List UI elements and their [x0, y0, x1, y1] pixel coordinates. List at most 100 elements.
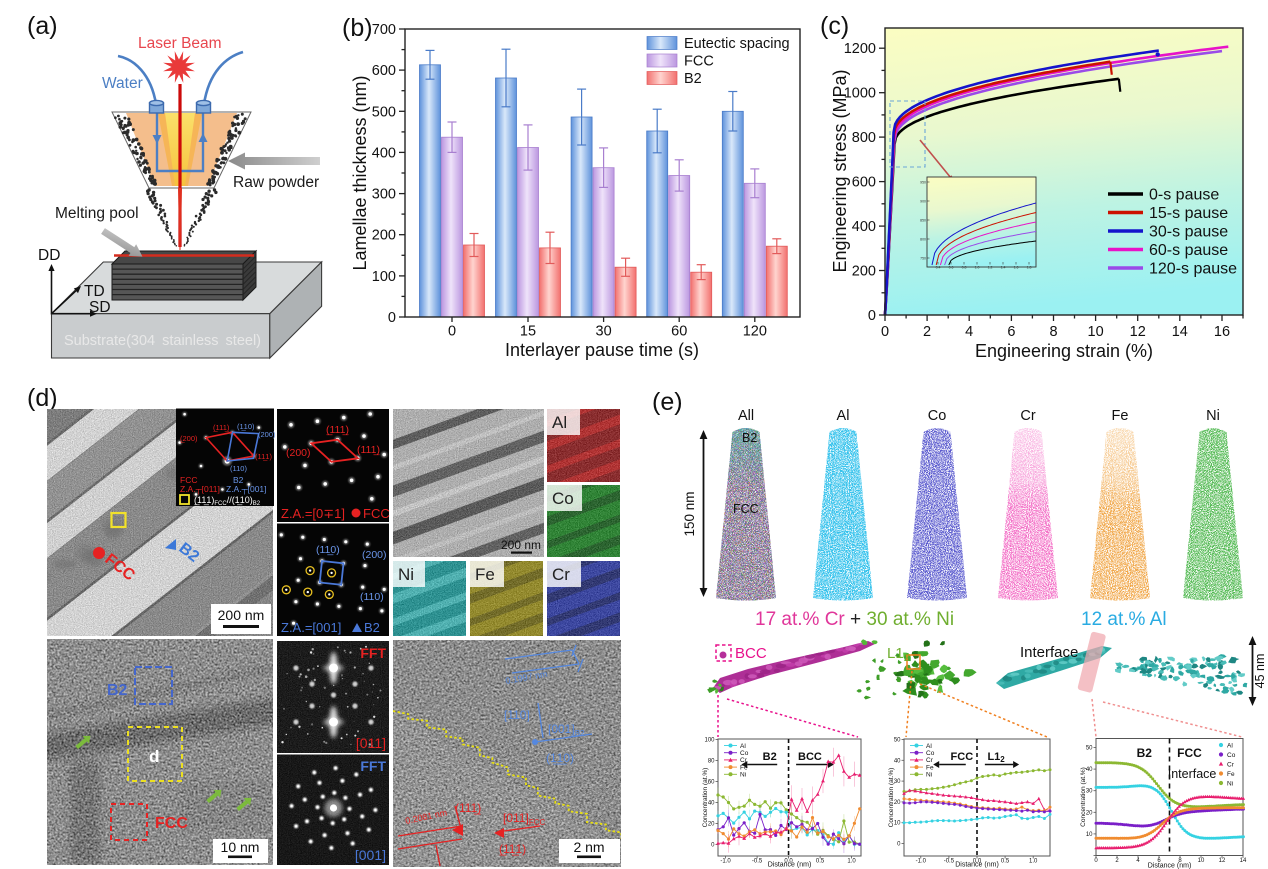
- svg-text:Cr: Cr: [552, 565, 570, 584]
- svg-text:(a): (a): [27, 12, 58, 40]
- svg-text:-1.0: -1.0: [720, 859, 731, 865]
- svg-text:Interlayer pause time (s): Interlayer pause time (s): [505, 340, 699, 360]
- svg-text:B2: B2: [1137, 746, 1153, 760]
- svg-text:[110]: [110]: [504, 708, 530, 722]
- svg-text:Distance (nm): Distance (nm): [955, 862, 999, 869]
- svg-text:10 nm: 10 nm: [221, 839, 260, 855]
- svg-text:B2: B2: [763, 751, 777, 763]
- svg-text:Cr: Cr: [1020, 408, 1035, 424]
- svg-text:Al: Al: [552, 413, 567, 432]
- svg-text:4: 4: [965, 324, 973, 340]
- svg-text:(̲11̲1)FCC//(1̲10)B2: (̲11̲1)FCC//(1̲10)B2: [194, 495, 261, 507]
- svg-text:100: 100: [372, 269, 396, 285]
- svg-text:0: 0: [448, 324, 456, 340]
- svg-text:L12: L12: [987, 751, 1005, 764]
- svg-text:Al: Al: [837, 408, 850, 424]
- svg-text:Substrate(304 stainless steel): Substrate(304 stainless steel): [64, 333, 261, 349]
- svg-text:FCC: FCC: [733, 502, 759, 516]
- svg-text:4: 4: [1136, 858, 1140, 864]
- svg-text:Cr: Cr: [926, 757, 934, 764]
- svg-text:Z.A.=[0∓1]: Z.A.=[0∓1]: [281, 506, 345, 521]
- svg-text:30: 30: [1086, 789, 1093, 795]
- svg-text:0-s pause: 0-s pause: [1149, 187, 1219, 204]
- svg-text:Concentration (at.%): Concentration (at.%): [702, 768, 709, 828]
- svg-text:(110): (110): [230, 464, 247, 473]
- svg-text:L12: L12: [887, 645, 910, 664]
- svg-text:FCC: FCC: [951, 751, 974, 763]
- svg-text:Z.A.┬[011]: Z.A.┬[011]: [180, 484, 220, 495]
- svg-text:200 nm: 200 nm: [501, 538, 541, 552]
- svg-text:(110): (110): [360, 591, 384, 603]
- svg-text:40: 40: [894, 758, 901, 764]
- svg-text:120-s pause: 120-s pause: [1149, 261, 1237, 278]
- svg-text:Fe: Fe: [1112, 408, 1129, 424]
- svg-text:Laser Beam: Laser Beam: [138, 35, 222, 52]
- svg-text:300: 300: [372, 187, 396, 203]
- svg-text:BCC: BCC: [735, 645, 767, 662]
- svg-text:-0.5: -0.5: [752, 859, 763, 865]
- svg-text:Al: Al: [926, 743, 932, 750]
- svg-text:800: 800: [852, 130, 876, 146]
- svg-text:8: 8: [1178, 858, 1182, 864]
- svg-text:FFT: FFT: [360, 645, 386, 661]
- svg-text:FCC: FCC: [363, 506, 390, 521]
- svg-text:B2: B2: [742, 431, 757, 445]
- svg-text:1.0: 1.0: [1029, 859, 1038, 865]
- svg-text:30: 30: [894, 779, 901, 785]
- svg-text:0.8: 0.8: [962, 266, 967, 270]
- svg-text:17 at.% Cr + 30 at.% Ni: 17 at.% Cr + 30 at.% Ni: [755, 609, 954, 630]
- svg-text:100: 100: [704, 738, 715, 744]
- svg-text:10: 10: [1198, 858, 1205, 864]
- svg-text:0.0: 0.0: [973, 859, 982, 865]
- svg-text:B2: B2: [233, 475, 244, 485]
- svg-text:Lamellae thickness (nm): Lamellae thickness (nm): [350, 75, 370, 270]
- svg-text:0.5: 0.5: [1001, 859, 1010, 865]
- svg-text:[001]: [001]: [355, 847, 386, 863]
- svg-text:16: 16: [1214, 324, 1230, 340]
- svg-text:8: 8: [1049, 324, 1057, 340]
- svg-text:Raw powder: Raw powder: [233, 174, 319, 191]
- svg-text:Fe: Fe: [1227, 771, 1235, 778]
- svg-text:0.5: 0.5: [816, 859, 825, 865]
- svg-text:[011]: [011]: [356, 735, 386, 751]
- svg-text:50: 50: [1086, 746, 1093, 752]
- svg-text:600: 600: [372, 63, 396, 79]
- svg-text:Cr: Cr: [740, 757, 748, 764]
- svg-text:(111̲): (111̲): [357, 444, 380, 456]
- svg-text:Distance (nm): Distance (nm): [1148, 863, 1192, 869]
- svg-text:40: 40: [1086, 767, 1093, 773]
- svg-text:Eutectic spacing: Eutectic spacing: [684, 36, 790, 52]
- svg-text:(d): (d): [27, 384, 58, 412]
- svg-text:12: 12: [1219, 858, 1226, 864]
- svg-text:Ni: Ni: [740, 772, 746, 779]
- svg-text:Al: Al: [1227, 743, 1233, 750]
- svg-text:d: d: [149, 747, 159, 766]
- svg-text:(b): (b): [342, 14, 373, 42]
- svg-text:B2: B2: [107, 682, 128, 699]
- svg-text:(̲111̲): (̲111̲): [325, 424, 349, 436]
- svg-text:Al: Al: [740, 743, 746, 750]
- svg-text:Ni: Ni: [398, 565, 414, 584]
- svg-text:850: 850: [920, 219, 926, 223]
- svg-text:Ni: Ni: [1206, 408, 1220, 424]
- svg-text:Ni: Ni: [1227, 781, 1233, 788]
- svg-text:500: 500: [372, 104, 396, 120]
- svg-text:200: 200: [372, 228, 396, 244]
- svg-text:B2: B2: [364, 620, 380, 635]
- svg-text:Fe: Fe: [740, 764, 748, 771]
- svg-text:60-s pause: 60-s pause: [1149, 242, 1228, 259]
- svg-text:15-s pause: 15-s pause: [1149, 205, 1228, 222]
- svg-text:1.8: 1.8: [1027, 266, 1032, 270]
- svg-text:1.0: 1.0: [975, 266, 980, 270]
- svg-text:Ni: Ni: [926, 772, 932, 779]
- svg-text:0: 0: [897, 842, 901, 848]
- svg-text:FFT: FFT: [360, 758, 386, 774]
- svg-text:1000: 1000: [844, 86, 876, 102]
- svg-text:20: 20: [708, 822, 715, 828]
- svg-text:1.0: 1.0: [847, 859, 856, 865]
- svg-text:0: 0: [388, 310, 396, 326]
- svg-text:Co: Co: [740, 750, 749, 757]
- svg-text:12: 12: [1130, 324, 1146, 340]
- svg-text:Water: Water: [102, 75, 143, 92]
- svg-text:900: 900: [920, 200, 926, 204]
